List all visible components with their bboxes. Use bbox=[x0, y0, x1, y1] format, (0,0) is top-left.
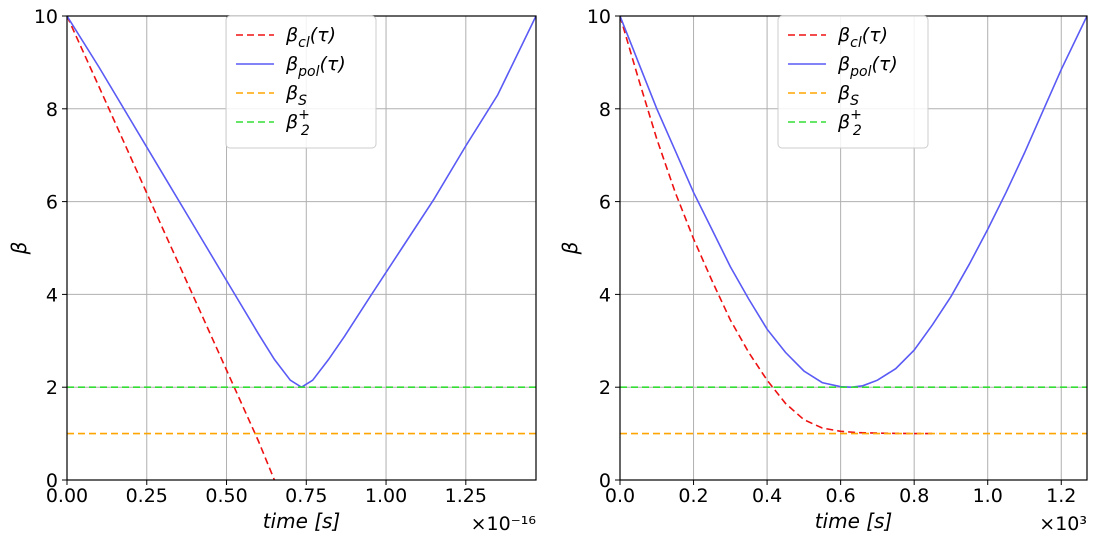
x-tick-label: 0.50 bbox=[205, 485, 247, 507]
x-tick-label: 0.2 bbox=[678, 485, 708, 507]
legend: βcl(τ)βpol(τ)βSβ+2​ bbox=[225, 15, 377, 149]
x-tick-label: 1.00 bbox=[365, 485, 407, 507]
y-tick-label: 10 bbox=[587, 6, 611, 28]
series-line-0 bbox=[67, 16, 276, 480]
series-line-0 bbox=[620, 16, 937, 435]
x-tick-label: 0.00 bbox=[46, 485, 88, 507]
x-offset-label: ×10⁻¹⁶ bbox=[471, 513, 536, 535]
y-tick-label: 0 bbox=[599, 470, 611, 492]
legend-label-0: βcl(τ) bbox=[285, 24, 336, 51]
y-tick-label: 0 bbox=[46, 470, 58, 492]
chart-panel-left: 0.00 0.25 0.50 0.75 1.00 1.25 0 2 4 6 8 10 time [s] β… bbox=[7, 6, 537, 535]
x-offset-label: ×10³ bbox=[1039, 513, 1087, 535]
x-tick-label: 0.0 bbox=[605, 485, 635, 507]
x-tick-label: 0.6 bbox=[826, 485, 856, 507]
x-tick-label: 0.25 bbox=[126, 485, 168, 507]
legend: βcl(τ)βpol(τ)βSβ+2​ bbox=[777, 15, 929, 149]
y-tick-label: 10 bbox=[34, 6, 58, 28]
legend-label-1: βpol(τ) bbox=[837, 53, 898, 80]
legend-box bbox=[777, 15, 929, 149]
legend-label-2: βS bbox=[837, 82, 859, 109]
legend-box bbox=[225, 15, 377, 149]
x-axis-label: time [s] bbox=[815, 509, 893, 533]
x-tick-label: 0.8 bbox=[899, 485, 929, 507]
legend-label-3: β+2​ bbox=[837, 107, 862, 139]
y-tick-label: 6 bbox=[46, 192, 58, 214]
x-tick-label: 1.2 bbox=[1046, 485, 1076, 507]
chart-panel-right: 0.0 0.2 0.4 0.6 0.8 1.0 1.2 0 2 4 6 8 10 time [s] β ×10… bbox=[558, 6, 1088, 535]
x-tick-label: 0.75 bbox=[285, 485, 327, 507]
legend-label-0: βcl(τ) bbox=[837, 24, 888, 51]
y-tick-label: 8 bbox=[46, 99, 58, 121]
x-tick-label: 0.4 bbox=[752, 485, 782, 507]
legend-label-2: βS bbox=[285, 82, 307, 109]
y-tick-label: 2 bbox=[599, 377, 611, 399]
y-tick-label: 4 bbox=[599, 284, 611, 306]
legend-label-1: βpol(τ) bbox=[285, 53, 346, 80]
y-axis-label: β bbox=[7, 241, 31, 255]
x-tick-label: 1.25 bbox=[445, 485, 487, 507]
x-tick-label: 1.0 bbox=[973, 485, 1003, 507]
y-tick-label: 8 bbox=[599, 99, 611, 121]
y-tick-label: 2 bbox=[46, 377, 58, 399]
legend-label-3: β+2​ bbox=[285, 107, 310, 139]
x-axis-label: time [s] bbox=[263, 509, 341, 533]
y-tick-label: 6 bbox=[599, 192, 611, 214]
y-axis-label: β bbox=[558, 241, 582, 255]
y-tick-label: 4 bbox=[46, 284, 58, 306]
